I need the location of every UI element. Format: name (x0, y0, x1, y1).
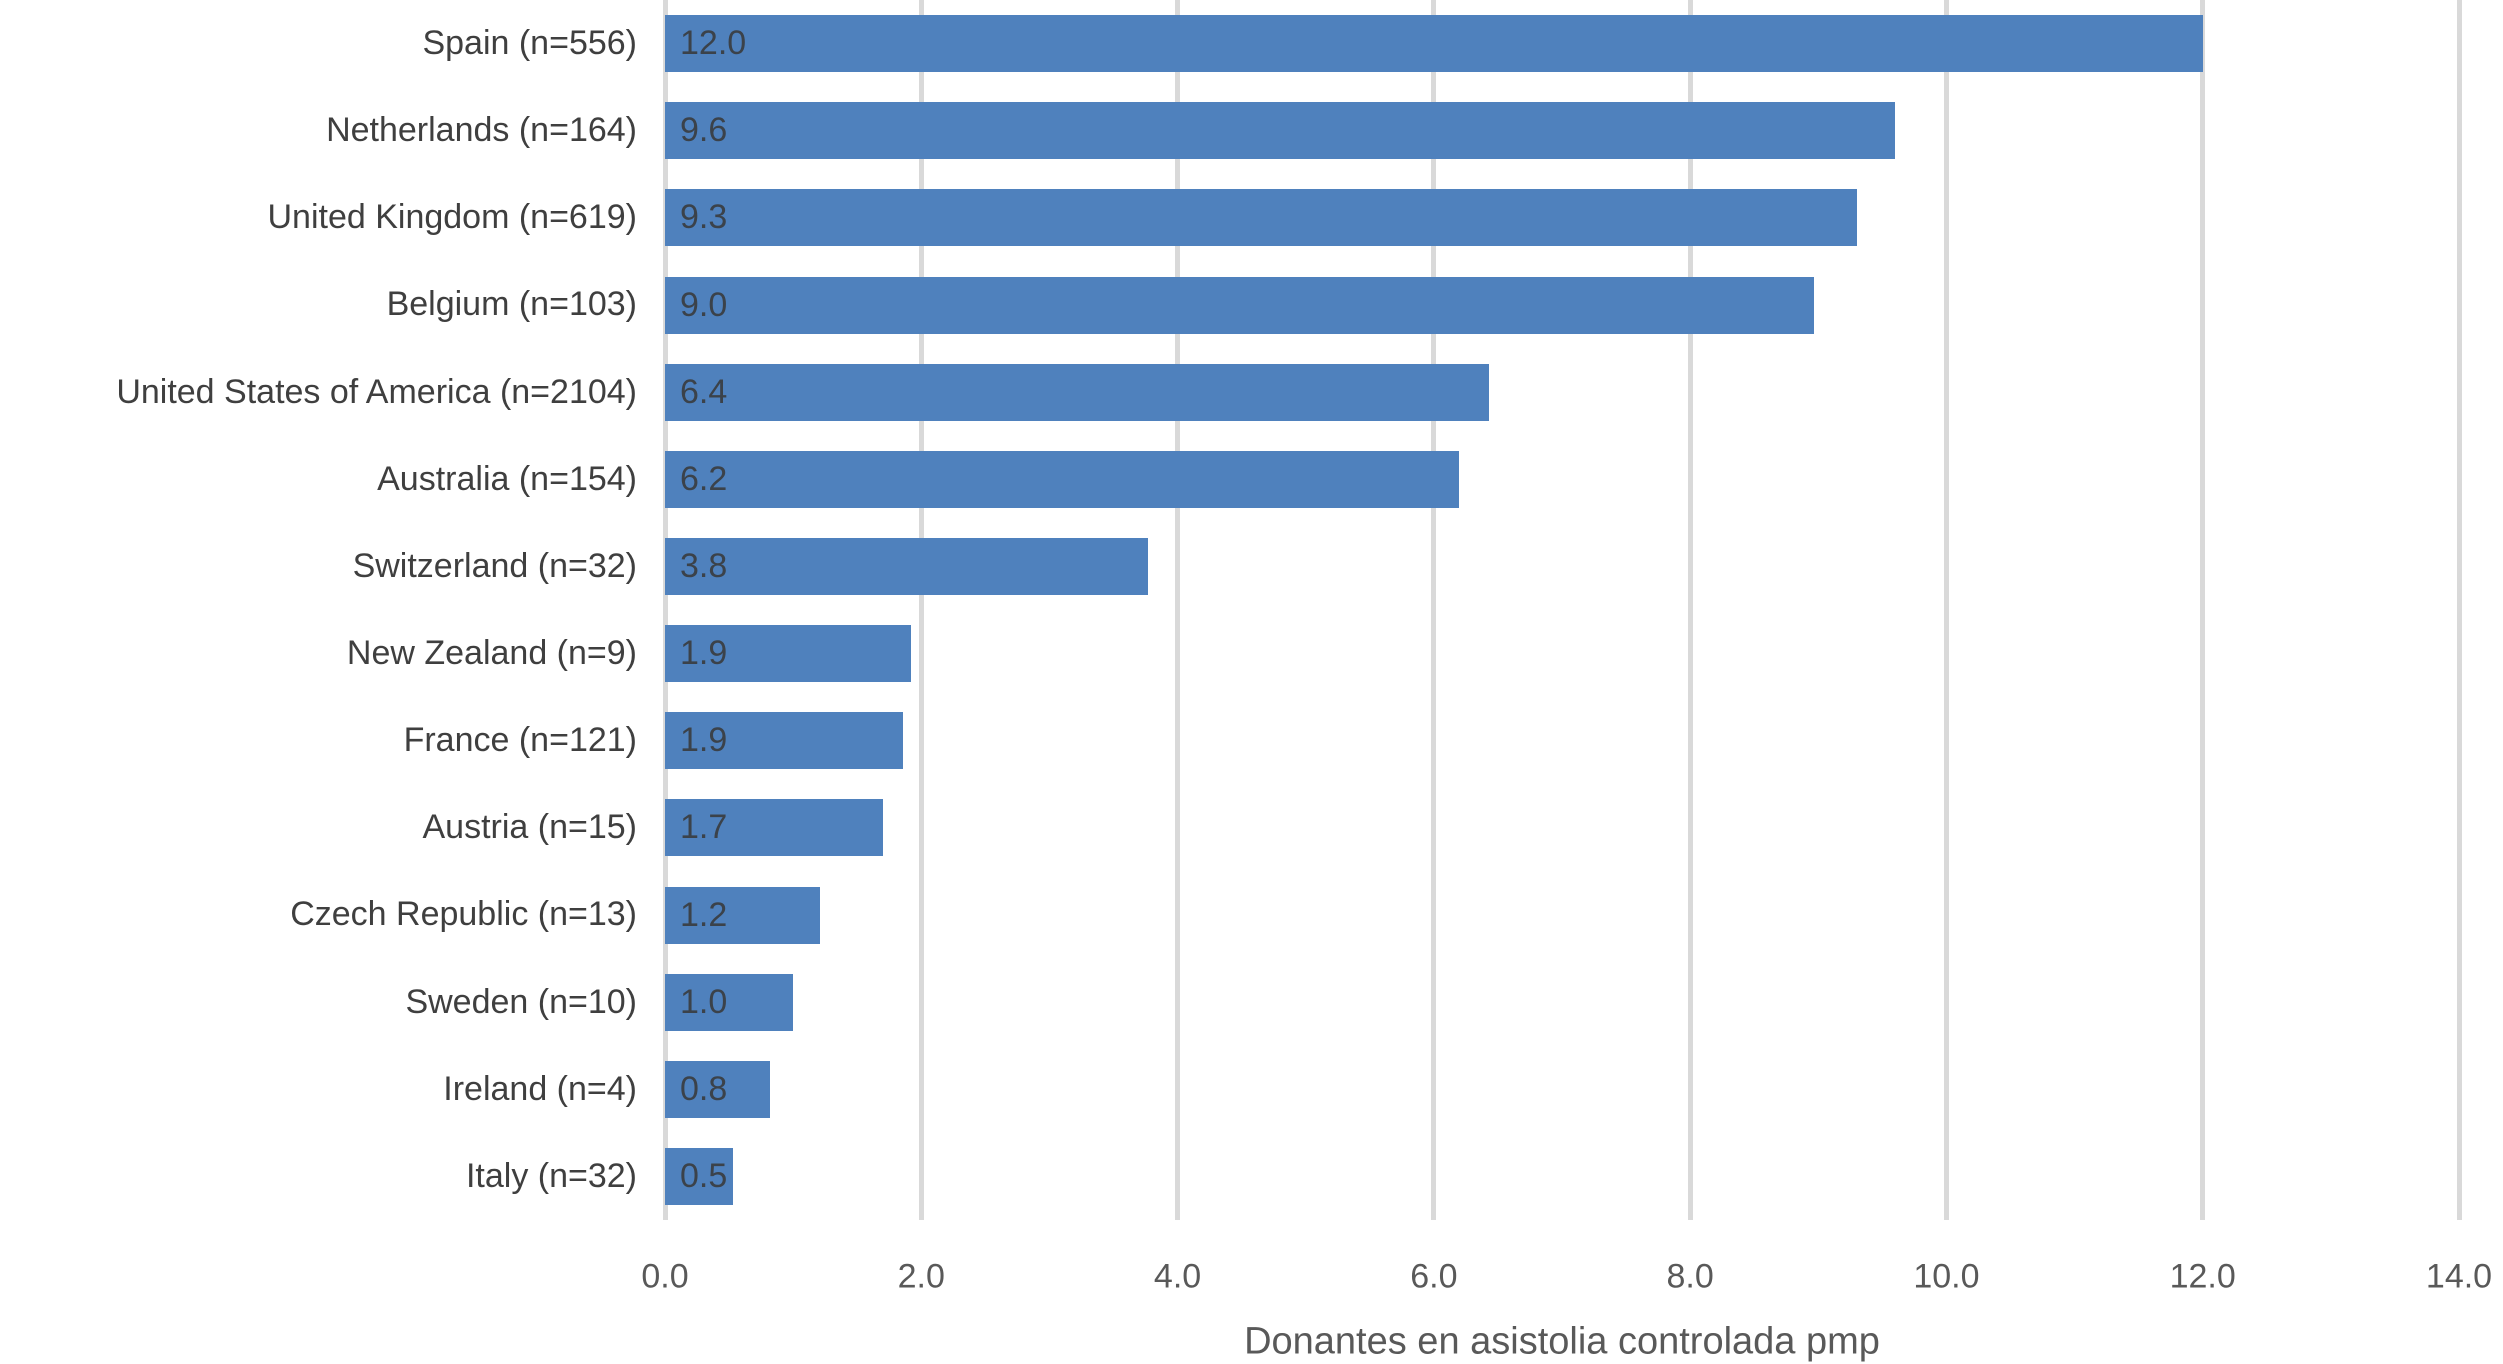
category-label: France (n=121) (403, 721, 637, 760)
gridline (2200, 0, 2206, 1220)
bar: 3.8 (665, 537, 1149, 595)
bar-value-label: 1.9 (680, 721, 728, 760)
category-label: Sweden (n=10) (405, 982, 637, 1021)
category-label: Czech Republic (n=13) (290, 895, 637, 934)
x-tick-label: 4.0 (1153, 1257, 1202, 1296)
gridline (2456, 0, 2462, 1220)
bar: 9.6 (665, 102, 1896, 160)
bar-value-label: 6.2 (680, 459, 728, 498)
bar: 12.0 (665, 15, 2203, 73)
gridline (918, 0, 924, 1220)
gridline (1431, 0, 1437, 1220)
x-tick-label: 8.0 (1666, 1257, 1714, 1296)
bar: 0.8 (665, 1060, 771, 1118)
gridline (1943, 0, 1949, 1220)
x-tick-label: 0.0 (641, 1257, 689, 1296)
bar: 1.9 (665, 625, 912, 683)
bar-value-label: 12.0 (680, 24, 747, 63)
category-axis-labels: Spain (n=556) Netherlands (n=164) United K… (0, 0, 637, 1220)
bar-value-label: 1.9 (680, 634, 728, 673)
x-tick-label: 10.0 (1913, 1257, 1980, 1296)
bar-value-label: 1.0 (680, 982, 728, 1021)
bar: 9.0 (665, 276, 1815, 334)
bar-value-label: 0.8 (680, 1069, 728, 1108)
category-label: New Zealand (n=9) (346, 634, 637, 673)
plot-area: 12.0 9.6 9.3 9.0 6.4 6.2 3.8 1.9 1.9 1.7 1.2 1.0 0.8… (662, 0, 2462, 1220)
bar: 9.3 (665, 189, 1857, 247)
x-tick-label: 12.0 (2169, 1257, 2236, 1296)
bar-value-label: 0.5 (680, 1156, 728, 1195)
category-label: United Kingdom (n=619) (267, 198, 637, 237)
bar-value-label: 9.3 (680, 198, 728, 237)
bar: 1.9 (665, 712, 904, 770)
category-label: Australia (n=154) (377, 459, 637, 498)
bar-value-label: 9.0 (680, 285, 728, 324)
category-label: Switzerland (n=32) (352, 546, 637, 585)
bar-value-label: 1.7 (680, 808, 728, 847)
category-label: Netherlands (n=164) (326, 111, 637, 150)
x-tick-label: 6.0 (1410, 1257, 1458, 1296)
bar-value-label: 6.4 (680, 372, 728, 411)
bar-value-label: 9.6 (680, 111, 728, 150)
gridline (662, 0, 668, 1220)
gridline (1687, 0, 1693, 1220)
gridline (1175, 0, 1181, 1220)
category-label: Italy (n=32) (465, 1156, 637, 1195)
x-tick-label: 2.0 (897, 1257, 945, 1296)
x-tick-label: 14.0 (2425, 1257, 2493, 1296)
bar: 1.0 (665, 973, 794, 1031)
category-label: Spain (n=556) (422, 24, 637, 63)
x-axis-title: Donantes en asistolia controlada pmp (1244, 1320, 1880, 1363)
bar-value-label: 3.8 (680, 546, 728, 585)
bar: 0.5 (665, 1147, 733, 1205)
bar: 1.7 (665, 799, 883, 857)
bar: 6.2 (665, 450, 1460, 508)
bar: 6.4 (665, 363, 1489, 421)
category-label: Belgium (n=103) (386, 285, 637, 324)
category-label: Ireland (n=4) (443, 1069, 637, 1108)
category-label: Austria (n=15) (422, 808, 638, 847)
bar: 1.2 (665, 886, 821, 944)
bar-value-label: 1.2 (680, 895, 728, 934)
category-label: United States of America (n=2104) (116, 372, 637, 411)
